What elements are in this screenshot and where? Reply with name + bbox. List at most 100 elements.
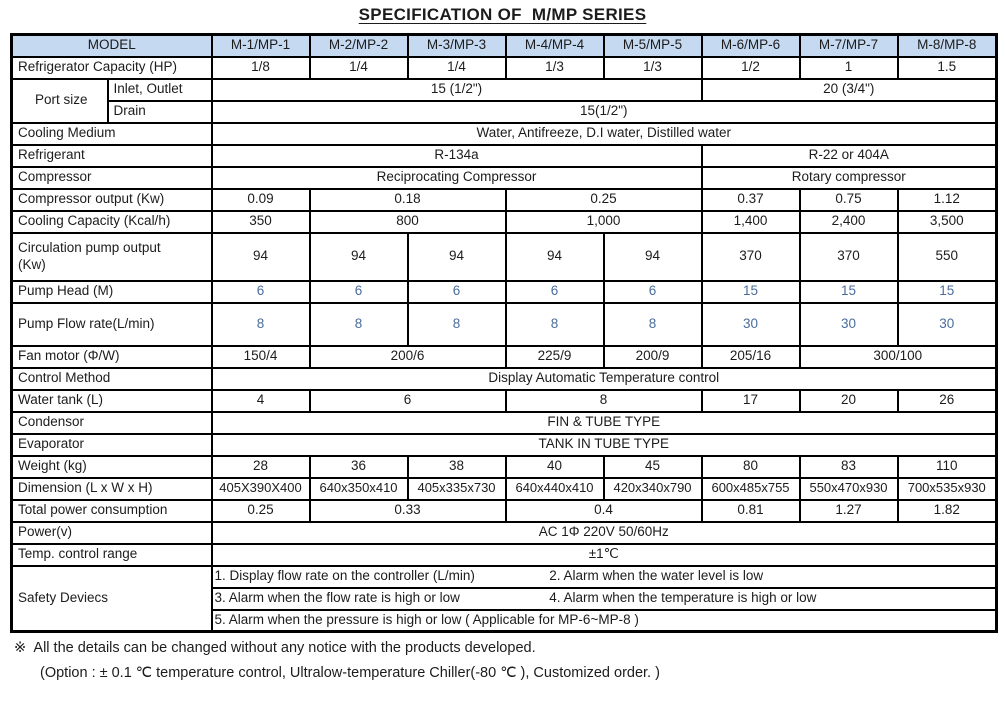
cell-value: ±1℃ (210, 542, 998, 567)
cell-value: 700x535x930 (896, 476, 998, 501)
cell-value: 1/2 (700, 55, 801, 80)
row-label: Control Method (10, 366, 213, 391)
cell-value: 1/4 (308, 55, 409, 80)
table-row: Evaporator TANK IN TUBE TYPE (10, 432, 998, 457)
cell-value: 1,400 (700, 209, 801, 234)
footnotes: ※ All the details can be changed without… (10, 640, 995, 681)
safety-row-cell: 3. Alarm when the flow rate is high or l… (210, 586, 998, 611)
table-header-row: MODEL M-1/MP-1 M-2/MP-2 M-3/MP-3 M-4/MP-4 M-… (10, 33, 998, 58)
cell-value: 6 (308, 279, 409, 304)
cell-value: 110 (896, 454, 998, 479)
cell-value: 15(1/2") (210, 99, 998, 124)
cell-value: 0.33 (308, 498, 507, 523)
cell-value: 550 (896, 231, 998, 282)
table-row: Cooling Medium Water, Antifreeze, D.I wat… (10, 121, 998, 146)
header-model-3: M-3/MP-3 (406, 33, 507, 58)
page-title: SPECIFICATION OF M/MP SERIES (358, 5, 647, 24)
cell-value: TANK IN TUBE TYPE (210, 432, 998, 457)
cell-value: 8 (308, 301, 409, 347)
safety-line: 3. Alarm when the flow rate is high or l… (215, 590, 994, 607)
cell-value: 0.4 (504, 498, 703, 523)
cell-value: 8 (406, 301, 507, 347)
cell-value: 80 (700, 454, 801, 479)
cell-value: 600x485x755 (700, 476, 801, 501)
cell-value: 350 (210, 209, 311, 234)
cell-value: 94 (406, 231, 507, 282)
table-row: Total power consumption 0.25 0.33 0.4 0.81 1.… (10, 498, 998, 523)
header-model-1: M-1/MP-1 (210, 33, 311, 58)
cell-value: 28 (210, 454, 311, 479)
cell-value: 83 (798, 454, 899, 479)
header-model-8: M-8/MP-8 (896, 33, 998, 58)
cell-value: 370 (798, 231, 899, 282)
cell-value: 8 (504, 301, 605, 347)
row-sublabel: Inlet, Outlet (106, 77, 213, 102)
cell-value: 15 (1/2") (210, 77, 703, 102)
safety-item: 1. Display flow rate on the controller (… (214, 568, 475, 584)
cell-value: 17 (700, 388, 801, 413)
safety-item: 2. Alarm when the water level is low (549, 568, 764, 584)
cell-value: AC 1Φ 220V 50/60Hz (210, 520, 998, 545)
cell-value: 45 (602, 454, 703, 479)
cell-value: 30 (896, 301, 998, 347)
table-row: Pump Head (M) 6 6 6 6 6 15 15 15 (10, 279, 998, 304)
table-row: Safety Deviecs 1. Display flow rate on th… (10, 564, 998, 633)
table-row: Circulation pump output (Kw) 94 94 94 94 94 370… (10, 231, 998, 282)
cell-value: 40 (504, 454, 605, 479)
row-sublabel: Drain (106, 99, 213, 124)
row-label: Compressor (10, 165, 213, 190)
table-row: Refrigerator Capacity (HP) 1/8 1/4 1/4 1/3 1/… (10, 55, 998, 80)
cell-value: 15 (700, 279, 801, 304)
header-model-2: M-2/MP-2 (308, 33, 409, 58)
header-model-7: M-7/MP-7 (798, 33, 899, 58)
cell-value: R-22 or 404A (700, 143, 998, 168)
cell-value: 8 (210, 301, 311, 347)
row-label: Compressor output (Kw) (10, 187, 213, 212)
cell-value: 4 (210, 388, 311, 413)
table-row: Compressor output (Kw) 0.09 0.18 0.25 0.37 0.… (10, 187, 998, 212)
cell-value: 26 (896, 388, 998, 413)
table-row: 3. Alarm when the flow rate is high or l… (12, 586, 998, 611)
cell-value: 200/9 (602, 344, 703, 369)
cell-value: 1/4 (406, 55, 507, 80)
cell-value: 1.82 (896, 498, 998, 523)
table-row: Power(v) AC 1Φ 220V 50/60Hz (10, 520, 998, 545)
row-label: Weight (kg) (10, 454, 213, 479)
cell-value: 205/16 (700, 344, 801, 369)
cell-value: 8 (602, 301, 703, 347)
safety-item: 4. Alarm when the temperature is high or… (549, 590, 817, 606)
footnote-1: ※ All the details can be changed without… (14, 640, 536, 656)
spec-table-body: Refrigerator Capacity (HP) 1/8 1/4 1/4 1/3 1/… (10, 55, 998, 633)
cell-value: 94 (504, 231, 605, 282)
cell-value: 38 (406, 454, 507, 479)
row-label: Fan motor (Φ/W) (10, 344, 213, 369)
header-model-5: M-5/MP-5 (602, 33, 703, 58)
cell-value: 640x350x410 (308, 476, 409, 501)
cell-value: 94 (210, 231, 311, 282)
cell-value: 225/9 (504, 344, 605, 369)
cell-value: 1.5 (896, 55, 998, 80)
row-label: Pump Flow rate(L/min) (10, 301, 213, 347)
row-label: Condensor (10, 410, 213, 435)
table-row: Fan motor (Φ/W) 150/4 200/6 225/9 200/9 205/1… (10, 344, 998, 369)
cell-value: FIN & TUBE TYPE (210, 410, 998, 435)
cell-value: 405x335x730 (406, 476, 507, 501)
table-row: Refrigerant R-134a R-22 or 404A (10, 143, 998, 168)
cell-value: 200/6 (308, 344, 507, 369)
cell-value: 0.37 (700, 187, 801, 212)
row-label: Circulation pump output (Kw) (10, 231, 213, 282)
row-label: Dimension (L x W x H) (10, 476, 213, 501)
cell-value: 420x340x790 (602, 476, 703, 501)
cell-value: 1,000 (504, 209, 703, 234)
cell-value: 0.75 (798, 187, 899, 212)
row-label-line: (Kw) (18, 256, 46, 272)
header-model-4: M-4/MP-4 (504, 33, 605, 58)
row-label: Total power consumption (10, 498, 213, 523)
cell-value: Water, Antifreeze, D.I water, Distilled … (210, 121, 998, 146)
cell-value: 1/8 (210, 55, 311, 80)
table-row: Weight (kg) 28 36 38 40 45 80 83 110 (10, 454, 998, 479)
cell-value: 6 (406, 279, 507, 304)
cell-value: 94 (308, 231, 409, 282)
cell-value: 1.27 (798, 498, 899, 523)
